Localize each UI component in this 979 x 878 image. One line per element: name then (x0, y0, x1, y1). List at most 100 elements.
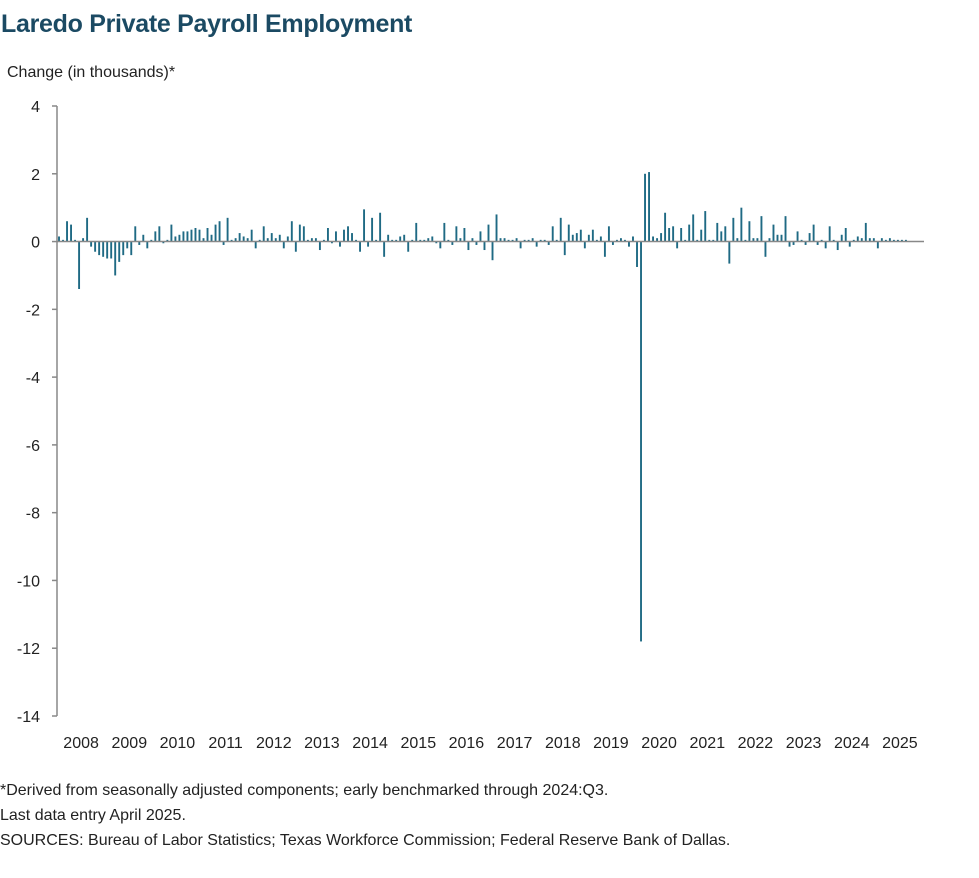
bar (816, 241, 819, 245)
bar (603, 241, 606, 257)
bar (423, 239, 426, 242)
footnote-last-entry: Last data entry April 2025. (0, 807, 186, 824)
x-tick-label: 2010 (160, 735, 196, 752)
bar (876, 241, 879, 249)
bar (784, 216, 787, 242)
bar (840, 234, 843, 242)
y-tick-label: -12 (17, 641, 40, 658)
bar (772, 224, 775, 242)
bar (150, 239, 153, 242)
bar (262, 226, 265, 242)
bar (844, 228, 847, 242)
bar (210, 234, 213, 242)
bar (503, 238, 506, 242)
bar (314, 238, 317, 242)
bar (515, 238, 518, 242)
x-tick-label: 2008 (63, 735, 99, 752)
bar (487, 224, 490, 242)
bar (820, 239, 823, 242)
bar (824, 241, 827, 249)
y-axis: 4 2 0 -2 -4 -6 -8 -10 -12 -14 (17, 99, 58, 726)
bar (395, 239, 398, 242)
y-tick-label: 0 (31, 235, 40, 252)
bar (443, 222, 446, 242)
bar (832, 239, 835, 242)
x-tick-label: 2016 (449, 735, 485, 752)
bar (471, 238, 474, 242)
bar (74, 239, 77, 242)
x-tick-label: 2011 (208, 735, 243, 752)
bar (736, 238, 739, 242)
x-tick-label: 2014 (352, 735, 388, 752)
bar (302, 226, 305, 242)
bar (242, 236, 245, 242)
bar (708, 239, 711, 242)
y-axis-label: Change (in thousands)* (7, 64, 176, 81)
bar (278, 234, 281, 242)
bar (58, 236, 60, 242)
bar (166, 239, 169, 242)
bar (258, 239, 261, 242)
bar (379, 212, 382, 242)
bar (724, 226, 727, 242)
bar (467, 241, 470, 251)
bar (186, 231, 189, 242)
bar (214, 224, 217, 242)
bar (660, 233, 663, 242)
bar (768, 238, 771, 242)
bar (375, 239, 378, 242)
x-tick-label: 2013 (304, 735, 340, 752)
bar (218, 221, 221, 242)
bar (796, 231, 799, 242)
bar (106, 241, 109, 259)
bar (860, 238, 863, 242)
bar (62, 239, 64, 242)
bar (206, 228, 209, 242)
bar (170, 224, 173, 242)
bar (475, 241, 478, 245)
bar (138, 241, 141, 245)
bar (519, 241, 522, 249)
y-tick-label: -4 (26, 370, 40, 387)
bar (656, 238, 659, 242)
bar (720, 231, 723, 242)
bar (595, 239, 598, 242)
bar (463, 228, 466, 242)
bar (551, 226, 554, 242)
bar (896, 239, 899, 242)
bar (322, 239, 325, 242)
bar (571, 234, 574, 242)
bar (684, 239, 687, 242)
bar (274, 238, 277, 242)
bar (194, 228, 197, 242)
bar (587, 234, 590, 242)
bar (294, 241, 297, 252)
bar (383, 241, 386, 257)
bar (238, 233, 241, 242)
bar (640, 241, 642, 642)
bar (700, 229, 703, 242)
bar (290, 221, 293, 242)
bar (451, 241, 454, 245)
bar (559, 217, 562, 242)
bar (447, 239, 450, 242)
bar (563, 241, 566, 256)
bar (583, 241, 586, 249)
bar (331, 241, 333, 244)
bar (780, 234, 783, 242)
bar (575, 233, 578, 242)
bar (415, 222, 418, 242)
bar (306, 239, 309, 242)
x-tick-label: 2020 (641, 735, 677, 752)
bar (531, 238, 534, 242)
bar (270, 233, 273, 242)
bar (744, 239, 747, 242)
bar (254, 241, 257, 249)
bar (246, 238, 249, 242)
x-tick-label: 2015 (401, 735, 437, 752)
bar (880, 238, 883, 242)
bar (367, 241, 370, 247)
bar (222, 241, 225, 245)
bar (800, 239, 803, 242)
bar (792, 241, 795, 245)
